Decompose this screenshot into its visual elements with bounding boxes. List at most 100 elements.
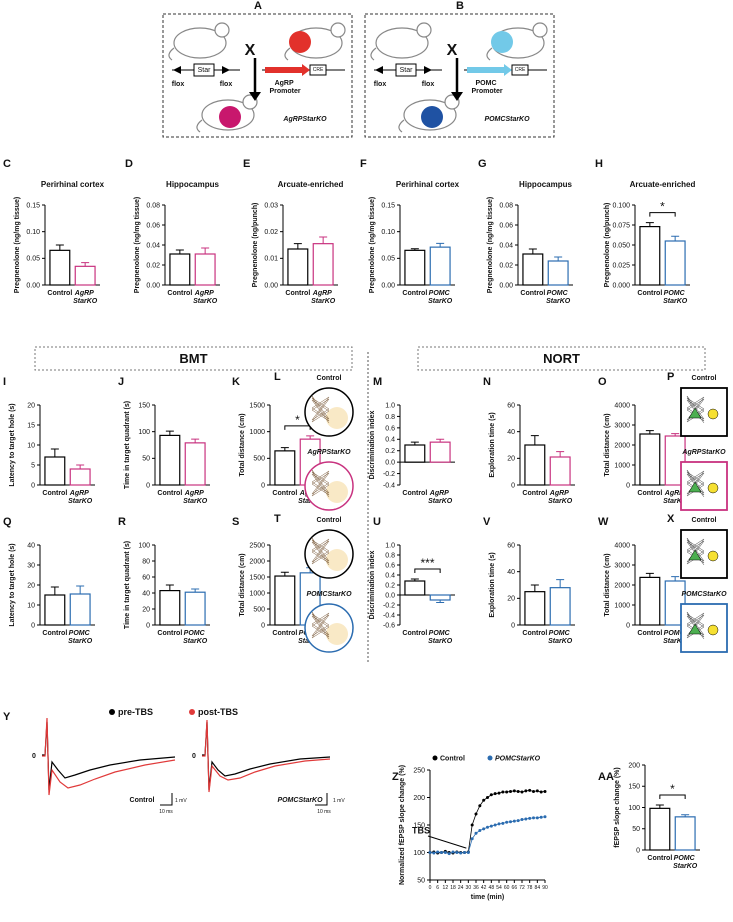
y-tick-label: -0.4 [383, 482, 395, 489]
x-tick-label: Control [42, 630, 67, 637]
bar [159, 434, 181, 486]
panel-letter: H [595, 158, 603, 170]
y-axis-label: Total distance (cm) [239, 553, 246, 616]
series-line [429, 789, 546, 854]
y-tick-label: 0.8 [385, 552, 395, 559]
section-box [417, 346, 706, 371]
data-point [470, 823, 474, 827]
y-tick-label: 0.2 [385, 448, 395, 455]
arena [680, 461, 728, 511]
data-point [516, 819, 520, 823]
panel-letter: E [243, 158, 250, 170]
error-bar [280, 447, 289, 451]
error-bar [76, 464, 85, 469]
data-point [482, 798, 486, 802]
significance-bracket [659, 794, 686, 799]
gene-label: Star [400, 67, 414, 74]
y-tick-label: 2000 [614, 442, 630, 449]
track-path [311, 537, 330, 566]
data-point [489, 824, 493, 828]
y-tick-label: 40 [507, 429, 515, 436]
bar [524, 591, 546, 626]
bar [549, 456, 571, 486]
y-axis-label: Total distance (cm) [604, 553, 611, 616]
y-tick-label: 20 [27, 582, 35, 589]
data-point [474, 812, 478, 816]
trace [42, 717, 176, 796]
y-tick-label: 0.075 [612, 222, 630, 229]
cross: X [245, 42, 256, 59]
gene-box [193, 63, 215, 77]
bar [69, 468, 91, 486]
y-tick-label: 20 [142, 606, 150, 613]
x-tick-label: 24 [458, 885, 464, 891]
track-label: AgRPStarKO [681, 449, 726, 456]
error-bar [165, 430, 174, 436]
data-point [532, 816, 535, 820]
y-tick-label: 0.15 [381, 202, 395, 209]
y-tick-label: 3000 [614, 562, 630, 569]
trace [202, 721, 331, 791]
gene-box [395, 63, 417, 77]
y-tick-label: 4000 [614, 542, 630, 549]
y-axis-label: Pregnenolone (ng/punch) [252, 203, 259, 288]
data-point [447, 852, 451, 856]
y-tick-label: 0.01 [264, 256, 278, 263]
y-tick-label: 250 [413, 767, 425, 774]
zero-label: 0 [32, 753, 36, 760]
panel-letter: P [667, 371, 674, 383]
panel-letter: Q [3, 516, 12, 528]
y-tick-label: 0.00 [264, 282, 278, 289]
data-point [482, 827, 486, 831]
y-tick-label: 40 [142, 590, 150, 597]
x-axis-label: time (min) [471, 894, 504, 901]
x-tick-label: Control [637, 490, 662, 497]
chart-title: Arcuate-enriched [278, 180, 344, 189]
bar [404, 444, 426, 463]
y-tick-label: 0.05 [26, 256, 40, 263]
bar [184, 591, 206, 626]
chart-title: Perirhinal cortex [396, 180, 460, 189]
track-path [311, 611, 330, 640]
diagram-frame [162, 13, 353, 138]
result-marker [421, 106, 443, 128]
bar [649, 807, 671, 851]
data-point [535, 789, 539, 793]
track-label: Control [692, 375, 717, 382]
y-tick-label: 2500 [249, 542, 265, 549]
y-tick-label: 0.6 [385, 562, 395, 569]
error-bar [645, 430, 654, 434]
object-triangle [688, 481, 702, 493]
legend-label: Control [440, 756, 465, 763]
y-tick-label: 0.10 [26, 229, 40, 236]
panel-letter: U [373, 516, 381, 528]
bar [44, 594, 66, 626]
track-path [311, 395, 330, 424]
bar [184, 442, 206, 486]
x-tick-label: Control [157, 630, 182, 637]
donor-marker [491, 31, 513, 53]
legend-label: pre-TBS [118, 707, 153, 717]
object-circle [707, 482, 719, 494]
y-tick-label: 0.050 [612, 242, 630, 249]
x-tick-label: 90 [542, 885, 548, 891]
object-triangle [688, 407, 702, 419]
error-bar [280, 571, 289, 577]
x-tick-label: AgRP StarKO [73, 290, 98, 305]
cre-box [309, 64, 327, 76]
significance-bracket [414, 568, 441, 573]
error-bar [655, 804, 664, 809]
data-point [440, 851, 443, 854]
gene-label: Star [198, 67, 212, 74]
cross: X [447, 42, 458, 59]
track-label: Control [317, 517, 342, 524]
y-axis-label: Time in target quadrant (s) [124, 541, 131, 629]
panel-letter: D [125, 158, 133, 170]
arrow-head [451, 92, 463, 101]
error-bar [530, 435, 539, 445]
y-tick-label: -0.4 [383, 612, 395, 619]
annotation-arrow [427, 835, 467, 849]
y-axis-label: Latency to target hole (s) [9, 543, 16, 626]
y-tick-label: 5 [31, 462, 35, 469]
error-bar [191, 588, 200, 593]
